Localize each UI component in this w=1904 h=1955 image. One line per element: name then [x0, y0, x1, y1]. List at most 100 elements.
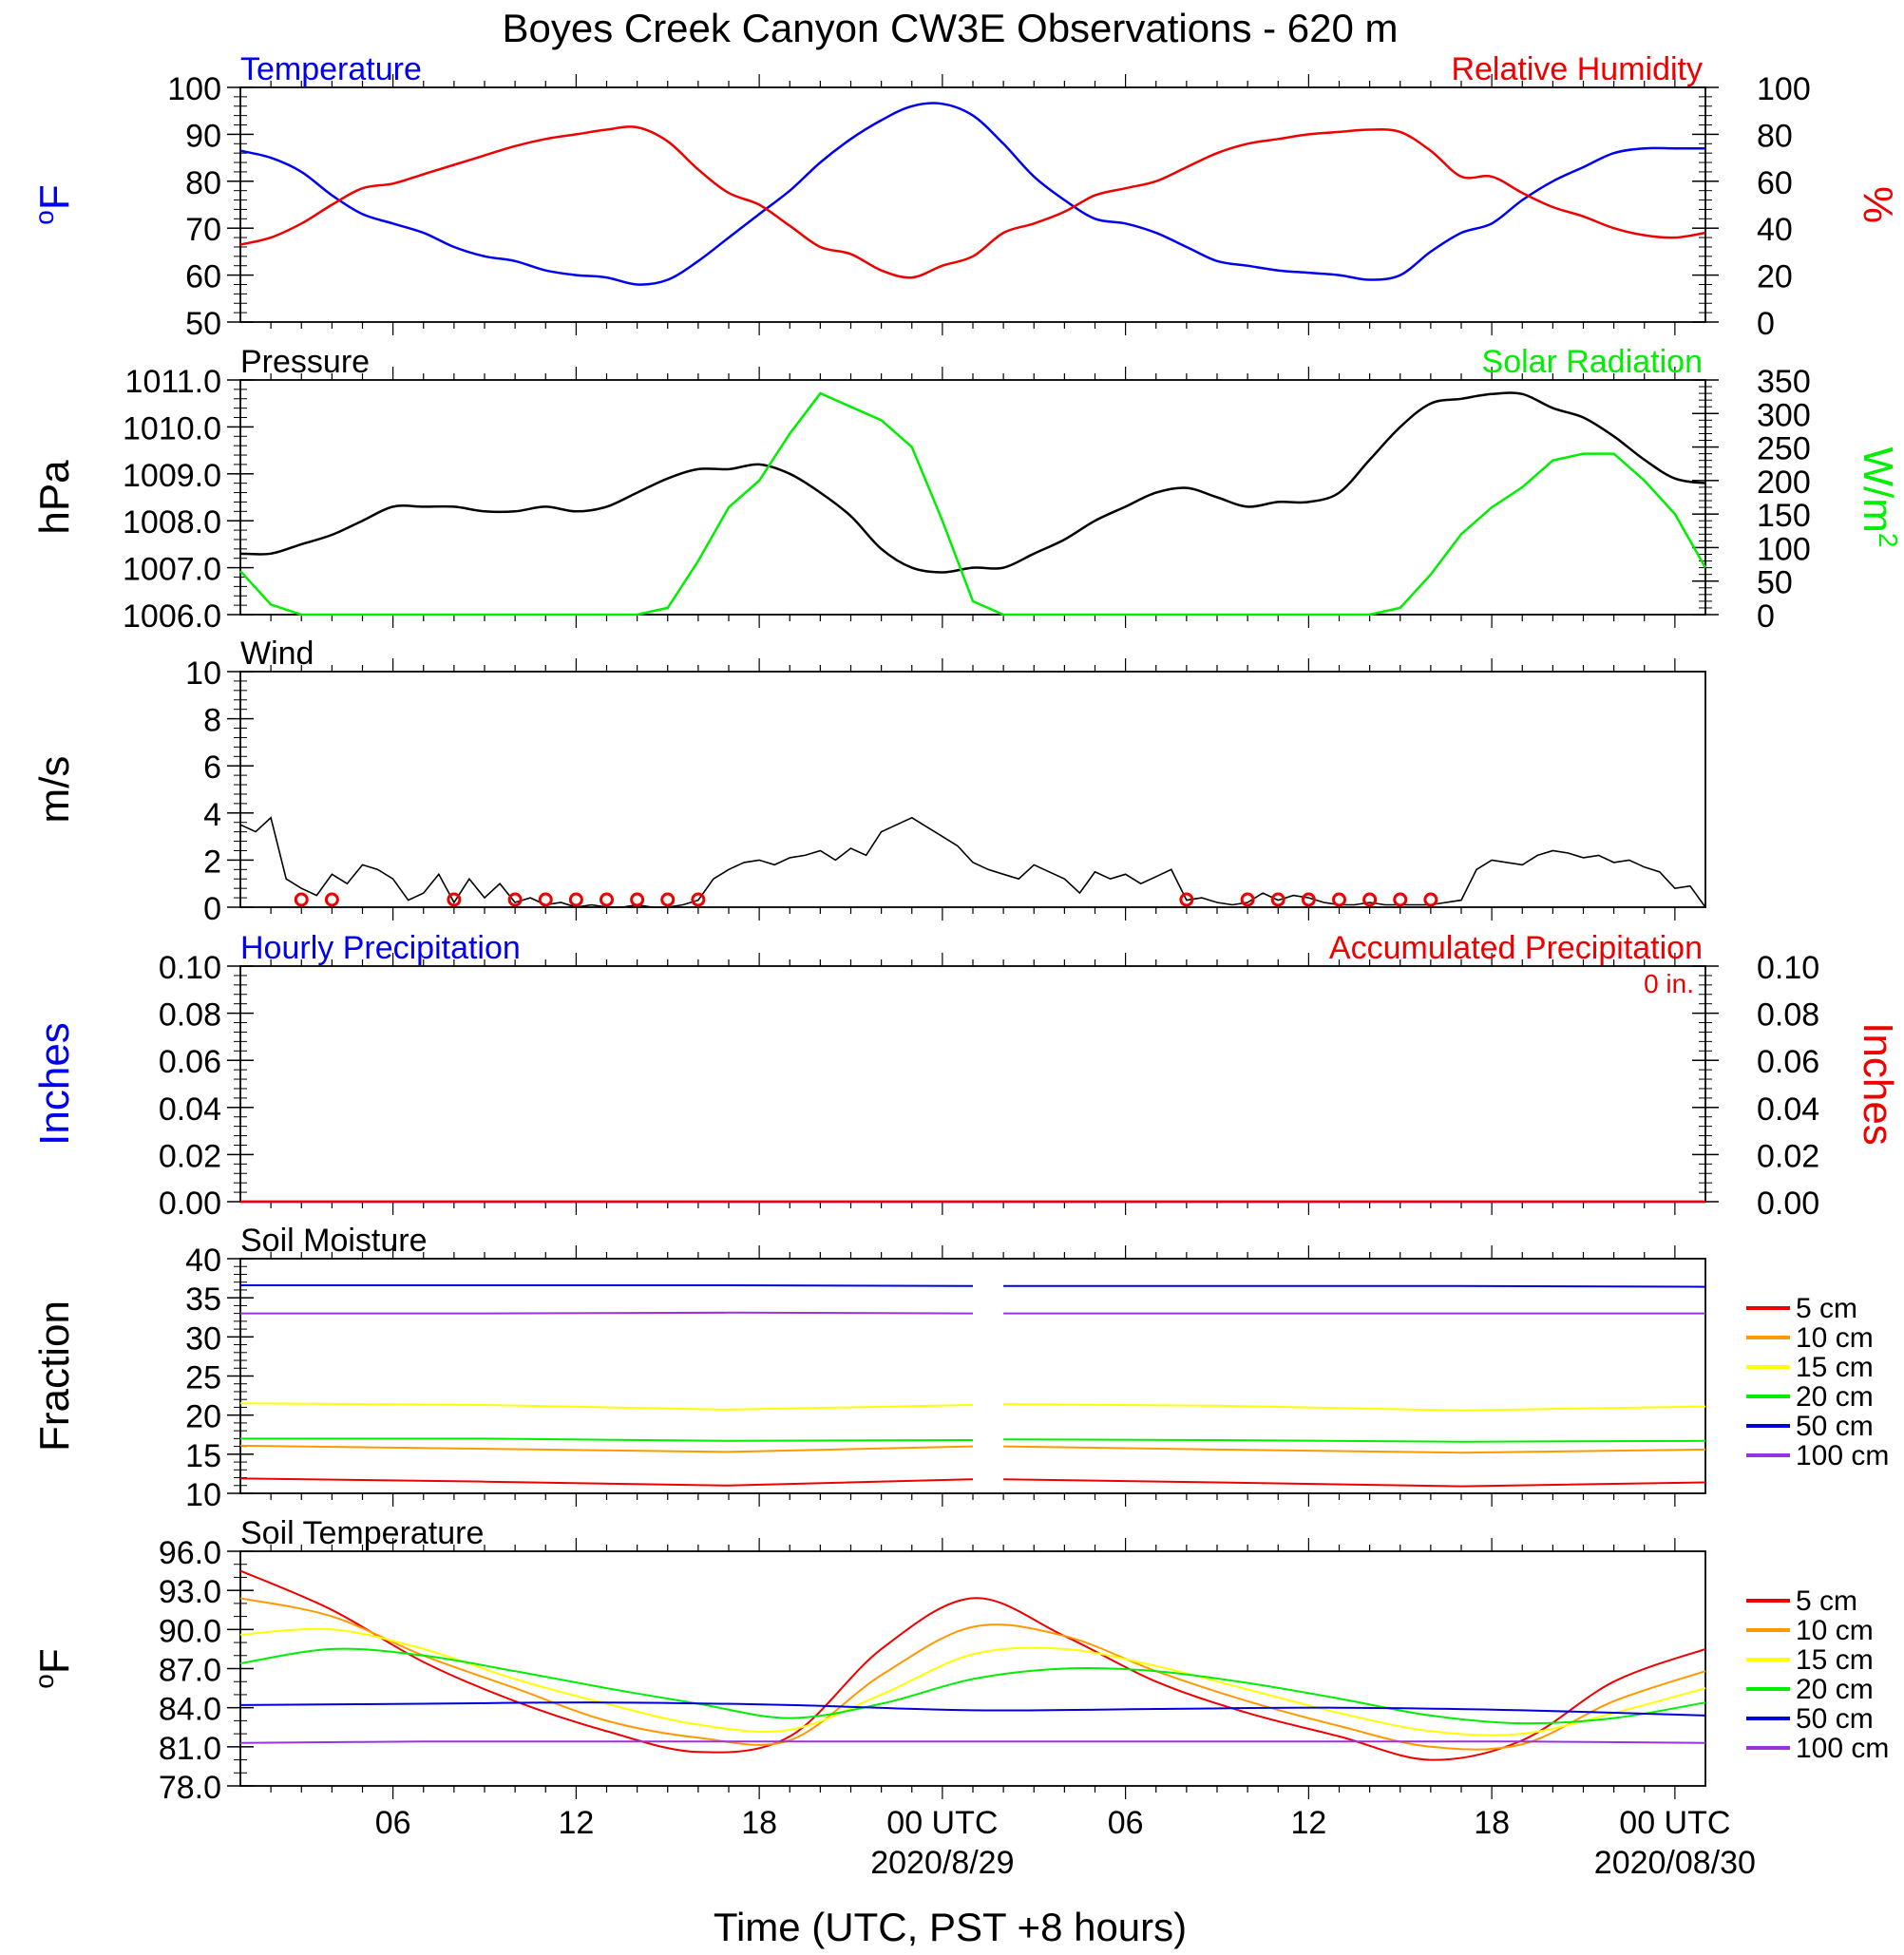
- y-tick-label: 50: [1757, 565, 1793, 601]
- x-tick-label: 12: [558, 1805, 594, 1841]
- plot-frame: [239, 1258, 1706, 1494]
- wind-title: Wind: [240, 636, 314, 672]
- legend-label: 10 cm: [1796, 1615, 1874, 1646]
- plot-frame: [239, 86, 1706, 323]
- calm-wind-marker: [1240, 892, 1255, 907]
- soil-temperature-line: [239, 1647, 1706, 1725]
- x-tick-label: 12: [1290, 1805, 1326, 1841]
- calm-wind-marker: [660, 892, 676, 907]
- y-tick-label: 100: [1757, 531, 1811, 567]
- y-tick-label: 0.04: [1757, 1091, 1819, 1128]
- legend-label: 50 cm: [1796, 1703, 1874, 1735]
- y-tick-label: 0.06: [159, 1044, 221, 1080]
- wind-panel: 0 2 4 6 8 10 Wind m/s: [31, 636, 1706, 927]
- y-tick-label: 1008.0: [123, 504, 221, 541]
- solar-title: Solar Radiation: [1482, 344, 1703, 380]
- calm-wind-marker: [1270, 892, 1285, 907]
- y-tick-label: 0.00: [159, 1186, 221, 1222]
- x-date-label: 2020/8/29: [870, 1845, 1014, 1881]
- x-tick-label: 00 UTC: [1619, 1805, 1730, 1841]
- x-tick-label: 18: [1474, 1805, 1510, 1841]
- calm-wind-marker: [691, 892, 706, 907]
- y-tick-label: 2: [203, 844, 221, 880]
- legend-label: 50 cm: [1796, 1411, 1874, 1442]
- y-tick-label: 0: [1757, 306, 1775, 342]
- wind-speed-line: [239, 816, 1706, 908]
- y-tick-label: 0.08: [1757, 997, 1819, 1034]
- plot-frame: [239, 671, 1706, 908]
- calm-wind-marker: [600, 892, 614, 907]
- legend-label: 20 cm: [1796, 1381, 1874, 1413]
- y-tick-label: 0.02: [159, 1138, 221, 1174]
- soil-temperature-title: Soil Temperature: [240, 1515, 484, 1551]
- y-tick-label: 35: [185, 1281, 221, 1318]
- soil-moisture-line: [240, 1437, 1706, 1443]
- soil-moisture-line: [239, 1444, 1706, 1454]
- y-tick-label: 250: [1757, 431, 1811, 467]
- accum-precip-total: 0 in.: [1644, 969, 1694, 998]
- plot-frame: [239, 965, 1706, 1203]
- soil-temperature-line: [239, 1569, 1706, 1761]
- legend-label: 10 cm: [1796, 1322, 1874, 1354]
- y-tick-label: 150: [1757, 498, 1811, 534]
- y-tick-label: 25: [185, 1360, 221, 1396]
- y-tick-label: 80: [1757, 118, 1793, 154]
- y-tick-label: 0: [203, 891, 221, 927]
- calm-wind-marker: [294, 892, 309, 907]
- legend-label: 15 cm: [1796, 1352, 1874, 1383]
- y-tick-label: 80: [185, 165, 221, 201]
- y-tick-label: 70: [185, 212, 221, 248]
- soil-moisture-line: [240, 1284, 1706, 1288]
- pressure-solar-panel: 1006.01007.01008.01009.01010.01011.00501…: [31, 344, 1903, 635]
- solar-line: [239, 391, 1707, 617]
- y-tick-label: 90.0: [159, 1613, 221, 1649]
- temperature-title: Temperature: [240, 51, 422, 87]
- soil-temperature-panel: 78.081.084.087.0 90.093.096.0 Soil Tempera…: [29, 1515, 1889, 1806]
- pressure-line: [239, 391, 1706, 574]
- y-tick-label: 93.0: [159, 1574, 221, 1610]
- temperature-rh-panel: 50 60 70 80 90 100 0 20 40 60 80 100 Temperature Rela…: [29, 51, 1901, 342]
- y-tick-label: 200: [1757, 465, 1811, 501]
- y-tick-label: 350: [1757, 364, 1811, 400]
- legend-label: 15 cm: [1796, 1644, 1874, 1676]
- y-tick-label: 300: [1757, 397, 1811, 433]
- legend-label: 20 cm: [1796, 1674, 1874, 1705]
- right-axis-unit: Inches: [1855, 1022, 1901, 1146]
- left-axis-unit: oF: [29, 1648, 78, 1688]
- y-tick-label: 1006.0: [123, 598, 221, 635]
- y-tick-label: 10: [185, 1477, 221, 1513]
- soil-temperature-line: [239, 1597, 1706, 1751]
- legend-label: 100 cm: [1796, 1733, 1889, 1764]
- x-date-label: 2020/08/30: [1594, 1845, 1756, 1881]
- y-tick-label: 84.0: [159, 1692, 221, 1728]
- y-tick-label: 40: [1757, 212, 1793, 248]
- x-tick-label: 18: [741, 1805, 777, 1841]
- y-tick-label: 0.06: [1757, 1044, 1819, 1080]
- y-tick-label: 0.10: [159, 950, 221, 986]
- x-tick-label: 00 UTC: [886, 1805, 998, 1841]
- soil-moisture-line: [239, 1402, 1706, 1412]
- legend-label: 5 cm: [1796, 1585, 1857, 1617]
- left-axis-unit: oF: [29, 184, 78, 224]
- y-tick-label: 8: [203, 703, 221, 739]
- calm-wind-marker: [1332, 892, 1346, 907]
- soil-moisture-title: Soil Moisture: [240, 1223, 428, 1259]
- left-axis-unit: m/s: [31, 756, 78, 824]
- pressure-title: Pressure: [240, 344, 370, 380]
- rh-title: Relative Humidity: [1451, 51, 1703, 87]
- y-tick-label: 100: [1757, 71, 1811, 107]
- y-tick-label: 50: [185, 306, 221, 342]
- right-axis-unit: W/m2: [1855, 447, 1903, 548]
- accum-precip-title: Accumulated Precipitation: [1329, 930, 1703, 966]
- y-tick-label: 90: [185, 118, 221, 154]
- y-tick-label: 1009.0: [123, 458, 221, 494]
- y-tick-label: 0.04: [159, 1091, 221, 1128]
- precipitation-panel: 0.00 0.02 0.04 0.06 0.08 0.10 0.00 0.02 0.04 0.06…: [31, 930, 1901, 1222]
- y-tick-label: 100: [167, 71, 221, 107]
- y-tick-label: 1007.0: [123, 552, 221, 588]
- y-tick-label: 30: [185, 1320, 221, 1357]
- calm-wind-marker: [1393, 892, 1408, 907]
- figure-title: Boyes Creek Canyon CW3E Observations - 6…: [502, 6, 1398, 50]
